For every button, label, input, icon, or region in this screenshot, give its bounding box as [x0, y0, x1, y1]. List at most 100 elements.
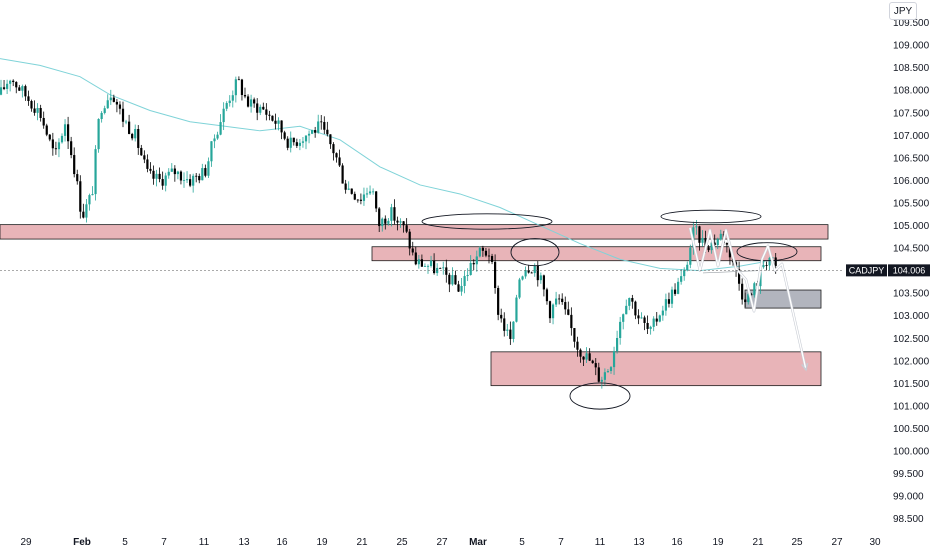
y-tick-label: 107.000 — [893, 131, 930, 142]
candle-body — [497, 288, 500, 315]
candle-body — [137, 129, 140, 148]
candle-body — [332, 144, 335, 154]
candle-body — [259, 106, 262, 113]
y-tick-label: 107.500 — [893, 108, 930, 119]
currency-badge[interactable]: JPY — [889, 2, 917, 20]
candle-body — [79, 181, 82, 212]
candle-body — [219, 122, 222, 135]
drawings-layer — [421, 209, 809, 410]
candles-layer — [0, 76, 777, 389]
projection-path — [689, 227, 807, 371]
candle-body — [234, 79, 237, 96]
y-tick-label: 98.500 — [893, 514, 924, 525]
candle-body — [573, 328, 576, 342]
candle-body — [484, 250, 488, 256]
zone-support-2 — [490, 351, 822, 387]
candle-body — [426, 265, 430, 267]
candle-body — [323, 122, 326, 130]
candle-body — [54, 148, 57, 150]
x-tick-label: Feb — [73, 537, 91, 548]
price-axis[interactable]: 98.500 99.000 99.500 100.000 100.500 101.000 1… — [893, 18, 930, 525]
candle-body — [161, 179, 164, 186]
candle-body — [637, 315, 640, 319]
candle-body — [265, 109, 268, 115]
candle-body — [277, 120, 280, 124]
x-tick-label: 27 — [831, 537, 843, 548]
candle-body — [222, 108, 225, 123]
candle-body — [253, 99, 256, 104]
candle-body — [707, 247, 710, 251]
candle-body — [429, 260, 433, 266]
candle-body — [442, 267, 445, 269]
candle-body — [317, 121, 320, 133]
highlight-ellipse-0 — [421, 213, 553, 230]
candle-body — [451, 275, 454, 285]
candle-body — [146, 159, 149, 169]
candle-body — [689, 247, 692, 265]
candle-body — [686, 264, 689, 271]
candle-body — [280, 120, 283, 133]
candle-body — [512, 321, 515, 339]
x-tick-label: 16 — [671, 537, 683, 548]
candle-body — [48, 134, 51, 140]
candle-body — [408, 231, 411, 249]
candle-body — [57, 142, 61, 150]
candle-body — [356, 199, 359, 201]
x-tick-label: 7 — [161, 537, 167, 548]
candle-body — [289, 137, 292, 148]
candle-body — [213, 138, 216, 142]
x-tick-label: 21 — [752, 537, 764, 548]
candle-body — [390, 207, 393, 221]
candle-body — [106, 100, 109, 109]
candle-body — [487, 255, 491, 257]
candle-body — [652, 318, 655, 327]
candle-body — [176, 171, 179, 175]
candle-body — [167, 171, 170, 176]
candle-body — [509, 329, 512, 339]
candle-body — [283, 132, 286, 139]
candle-body — [698, 226, 701, 243]
candle-body — [143, 155, 146, 160]
candle-body — [21, 86, 24, 91]
candle-body — [649, 326, 652, 329]
x-tick-label: 11 — [199, 537, 210, 548]
candle-body — [298, 142, 301, 146]
candle-body — [655, 318, 658, 322]
highlight-ellipse-3 — [660, 209, 762, 224]
candle-body — [216, 134, 219, 139]
candle-body — [762, 265, 765, 268]
candle-body — [164, 175, 167, 186]
candle-body — [381, 218, 384, 227]
zones-layer — [0, 224, 829, 387]
candle-body — [445, 267, 448, 275]
zone-resistance-1 — [371, 246, 822, 262]
y-tick-label: 103.000 — [893, 311, 930, 322]
moving-average-layer — [0, 58, 766, 272]
candle-body — [402, 221, 405, 226]
candle-body — [9, 80, 12, 84]
candle-body — [36, 107, 39, 113]
candle-body — [448, 274, 451, 285]
candle-body — [695, 226, 698, 228]
candle-body — [271, 115, 274, 121]
y-tick-label: 99.500 — [893, 469, 924, 480]
candle-body — [189, 179, 192, 186]
candle-body — [0, 87, 3, 95]
highlight-ellipse-4 — [736, 242, 798, 262]
candle-body — [463, 276, 466, 286]
candle-body — [198, 175, 201, 181]
candle-body — [701, 238, 704, 243]
candle-body — [564, 302, 567, 310]
candle-body — [548, 301, 552, 319]
candle-body — [741, 283, 744, 300]
x-tick-label: 30 — [869, 537, 881, 548]
candle-body — [545, 289, 549, 302]
candle-body — [716, 239, 719, 246]
time-axis[interactable]: 29 Feb 5 7 11 13 16 19 21 25 27 Mar 5 7 11 13 16 19 21 25 27… — [20, 537, 881, 548]
candle-body — [368, 191, 372, 194]
candle-body — [536, 265, 539, 281]
annotation-line-0 — [702, 270, 759, 274]
candle-body — [33, 108, 36, 113]
candle-body — [292, 137, 295, 143]
